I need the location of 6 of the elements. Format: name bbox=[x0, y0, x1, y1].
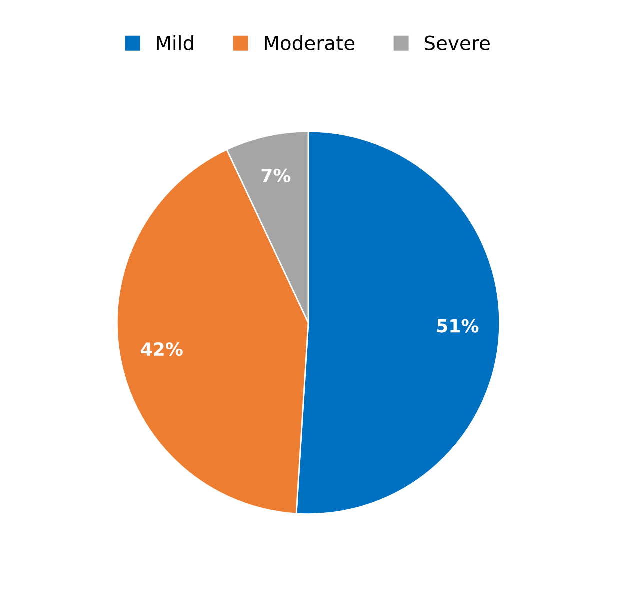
data-label: 7% bbox=[262, 168, 291, 182]
data-label: 51% bbox=[437, 319, 479, 333]
legend-label: Mild bbox=[157, 35, 194, 50]
legend-label: Moderate bbox=[265, 35, 355, 50]
data-label: 42% bbox=[141, 342, 183, 356]
legend-label: Severe bbox=[424, 36, 490, 50]
